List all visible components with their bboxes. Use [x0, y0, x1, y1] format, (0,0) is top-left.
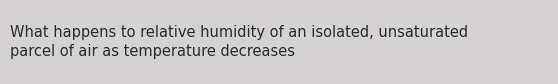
Text: What happens to relative humidity of an isolated, unsaturated
parcel of air as t: What happens to relative humidity of an … [10, 25, 468, 59]
